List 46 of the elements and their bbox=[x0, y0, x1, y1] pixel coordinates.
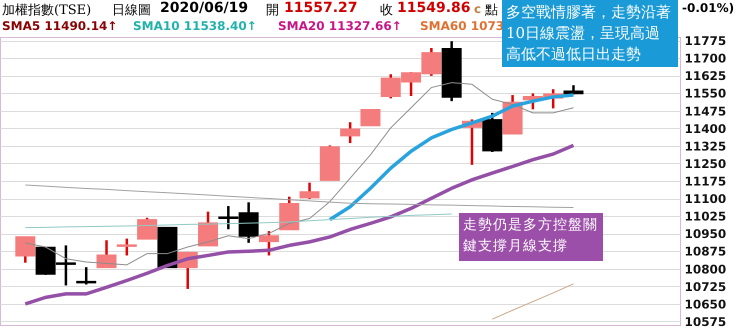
candlestick bbox=[300, 181, 320, 200]
y-tick-label: 11550 bbox=[684, 86, 726, 101]
candlestick bbox=[360, 109, 380, 126]
candlestick bbox=[76, 266, 96, 286]
y-tick-label: 11625 bbox=[684, 69, 726, 84]
y-tick-label: 10725 bbox=[684, 280, 726, 294]
candlestick bbox=[563, 84, 584, 96]
text: 點 bbox=[485, 2, 498, 19]
y-tick-label: 11175 bbox=[684, 174, 726, 188]
text: -0.01%) bbox=[682, 1, 734, 15]
y-tick-label: 11775 bbox=[684, 34, 726, 48]
candlestick bbox=[258, 230, 279, 257]
candlestick bbox=[15, 236, 36, 264]
line-series bbox=[24, 184, 574, 208]
y-tick-label: 11475 bbox=[684, 104, 726, 118]
y-tick-label: 10800 bbox=[684, 262, 726, 276]
y-tick-label: 11025 bbox=[684, 210, 726, 224]
annotation: 多空戰情膠著，走勢沿著10日線震盪，呈現高過高低不過低日出走勢 bbox=[506, 3, 671, 63]
candlestick bbox=[198, 210, 218, 247]
text: 11557.27 bbox=[284, 0, 358, 16]
text: SMA20 11327.66↑ bbox=[278, 19, 402, 33]
candlestick bbox=[137, 216, 158, 240]
text: SMA5 11490.14↑ bbox=[2, 19, 118, 33]
y-tick-label: 10650 bbox=[684, 297, 726, 312]
text: 2020/06/19 bbox=[160, 0, 248, 16]
text: 11549.86 bbox=[397, 0, 471, 16]
text: 日線圖 bbox=[112, 2, 151, 19]
candlestick bbox=[116, 237, 137, 257]
y-tick-label: 10875 bbox=[684, 244, 726, 259]
text: SMA10 11538.40↑ bbox=[133, 19, 257, 33]
candlestick bbox=[96, 238, 117, 268]
text: 開 bbox=[266, 2, 279, 19]
y-tick-label: 11325 bbox=[684, 139, 726, 154]
text: 收 bbox=[380, 2, 393, 19]
y-tick-label: 11250 bbox=[684, 156, 726, 171]
y-tick-label: 11400 bbox=[684, 122, 726, 136]
chart-title: 加權指數(TSE) bbox=[2, 2, 92, 19]
candlestick bbox=[340, 120, 360, 144]
y-tick-label: 10575 bbox=[684, 314, 726, 328]
line-series bbox=[492, 283, 574, 320]
y-tick-label: 10950 bbox=[684, 227, 726, 242]
text: SMA60 1073 bbox=[420, 19, 504, 33]
y-tick-label: 11100 bbox=[684, 192, 726, 206]
y-tick-label: 11700 bbox=[684, 52, 726, 66]
text: c bbox=[474, 2, 482, 16]
annotation: 走勢仍是多方控盤關鍵支撐月線支撐 bbox=[459, 213, 603, 261]
